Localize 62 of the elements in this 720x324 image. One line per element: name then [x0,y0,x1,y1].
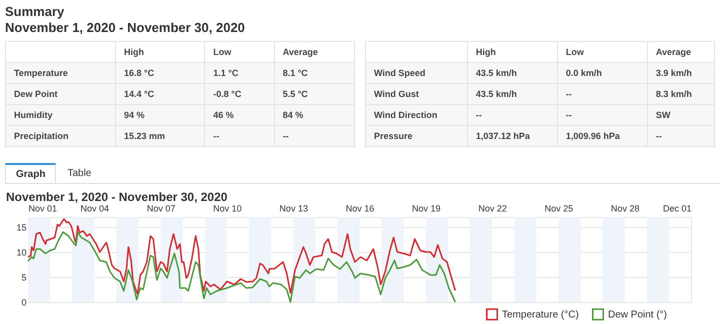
text: 1.1 °C [204,62,274,84]
text: -0.8 °C [204,84,274,104]
text: Low [557,42,648,62]
text: 16.8 °C [116,62,205,84]
x-tick-label: Nov 07 [146,204,176,214]
y-tick-label: 15 [16,222,26,232]
text: 0.0 km/h [557,62,648,84]
text: 43.5 km/h [467,84,558,104]
text: Average [647,42,714,62]
legend-label: Dew Point (°) [608,309,668,320]
x-tick-label: Nov 13 [279,204,308,214]
text: 15.23 mm [116,126,205,146]
text: Humidity [6,104,116,126]
text: 94 % [116,104,205,126]
text: Average [274,42,354,62]
x-tick-label: Nov 10 [213,204,242,214]
x-tick-label: Dec 01 [662,204,692,214]
x-tick-label: Nov 01 [28,204,58,214]
legend-label: Temperature (°C) [502,309,579,320]
y-tick-label: 10 [16,248,26,258]
text: 8.1 °C [274,62,354,84]
text: Graph [5,163,56,183]
text: -- [557,104,648,126]
x-tick-label: Nov 25 [544,204,574,214]
x-tick-label: Nov 19 [412,204,441,214]
text: November 1, 2020 - November 30, 2020 [5,20,246,35]
text: -- [467,104,558,126]
x-tick-label: Nov 16 [346,204,374,214]
text: Temperature [6,62,116,84]
chart-title: November 1, 2020 - November 30, 2020 [6,190,228,204]
text: 46 % [204,104,274,126]
y-tick-label: 5 [21,272,26,282]
text: -- [557,84,648,104]
text: High [116,42,205,62]
text: SW [647,104,714,126]
x-tick-label: Nov 28 [610,204,640,214]
text: -- [274,126,354,146]
text: Summary [5,4,66,19]
text: 43.5 km/h [467,62,558,84]
text: 5.5 °C [274,84,354,104]
text: High [467,42,558,62]
text: Wind Gust [366,84,468,104]
y-tick-label: 0 [21,298,26,308]
x-tick-label: Nov 04 [80,204,110,214]
text: 1,037.12 hPa [467,126,558,146]
text: Precipitation [6,126,116,146]
line-series [27,231,456,303]
text: Low [204,42,274,62]
text: Table [66,167,92,181]
text: -- [647,126,714,146]
text: 1,009.96 hPa [557,126,648,146]
text: Wind Speed [366,62,468,84]
text: 14.4 °C [116,84,205,104]
text: 3.9 km/h [647,62,714,84]
line-series [27,218,456,296]
x-tick-label: Nov 22 [478,204,507,214]
text: Dew Point [6,84,116,104]
text: Wind Direction [366,104,468,126]
text: 8.3 km/h [647,84,714,104]
text: 84 % [274,104,354,126]
text: -- [204,126,274,146]
text: Pressure [366,126,468,146]
